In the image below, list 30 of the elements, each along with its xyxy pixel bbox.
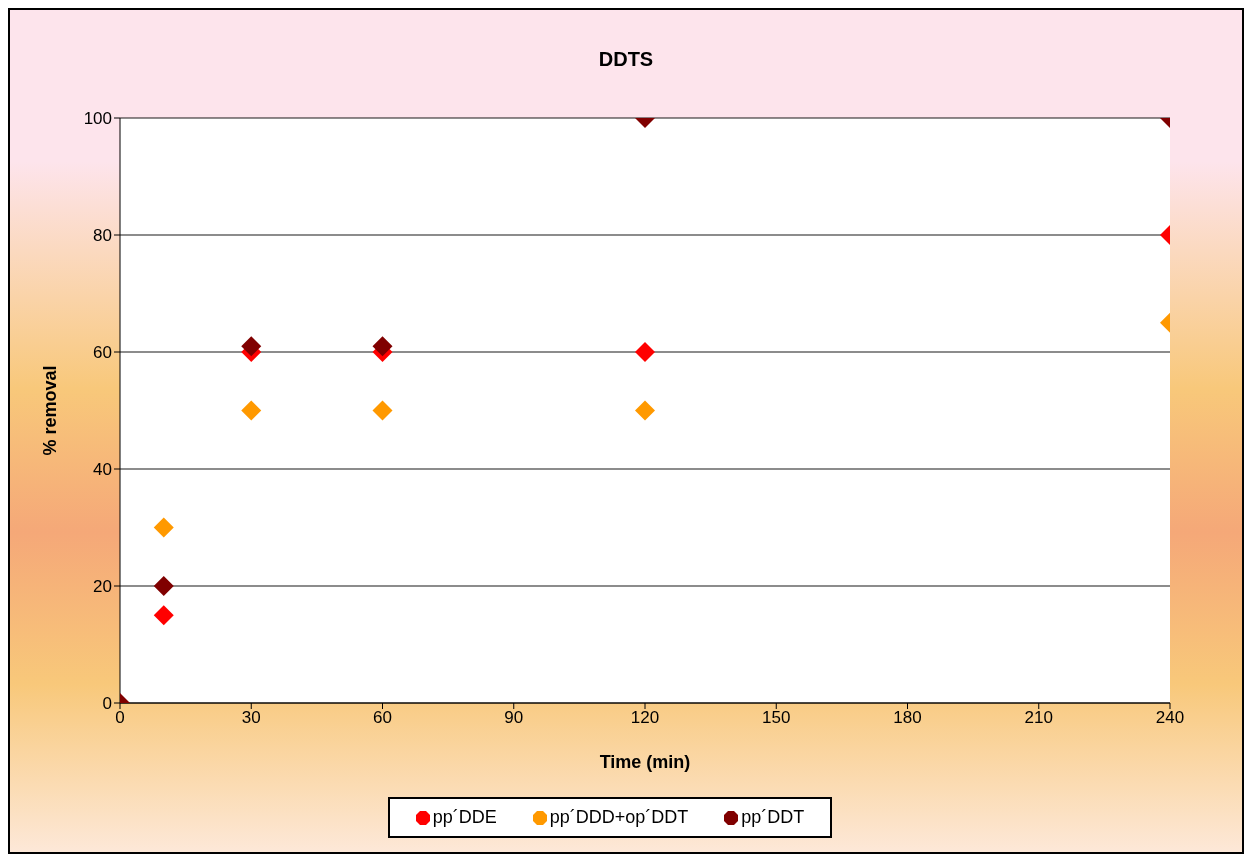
x-tick-label: 30 (241, 708, 261, 728)
x-axis-title: Time (min) (599, 752, 691, 772)
point (635, 342, 655, 362)
x-tick-label: 210 (1024, 708, 1053, 728)
x-tick-label: 90 (504, 708, 524, 728)
x-tick-label: 60 (373, 708, 392, 728)
y-tick-label: 80 (93, 226, 112, 246)
y-tick-label: 60 (93, 343, 112, 363)
y-tick-label: 20 (93, 577, 112, 597)
point (372, 336, 393, 357)
point (635, 400, 655, 421)
legend-label: pp´DDD+op´DDT (548, 807, 689, 828)
legend-label: pp´DDE (431, 807, 497, 828)
x-tick-label: 120 (630, 708, 660, 728)
y-tick-label: 0 (102, 694, 112, 714)
point (241, 400, 262, 421)
x-tick-label: 240 (1155, 708, 1185, 728)
x-tick-label: 0 (115, 708, 125, 728)
x-tick-label: 150 (762, 708, 791, 728)
point (372, 400, 393, 421)
y-tick-label: 100 (83, 109, 112, 129)
point (241, 336, 262, 357)
y-axis-title: % removal (40, 365, 61, 456)
point (153, 576, 174, 596)
y-tick-label: 40 (93, 460, 112, 480)
point (153, 605, 174, 626)
x-tick-label: 180 (893, 708, 922, 728)
legend-label: pp´DDT (740, 807, 805, 828)
chart-title: DDTS (597, 47, 655, 72)
point (153, 517, 174, 538)
